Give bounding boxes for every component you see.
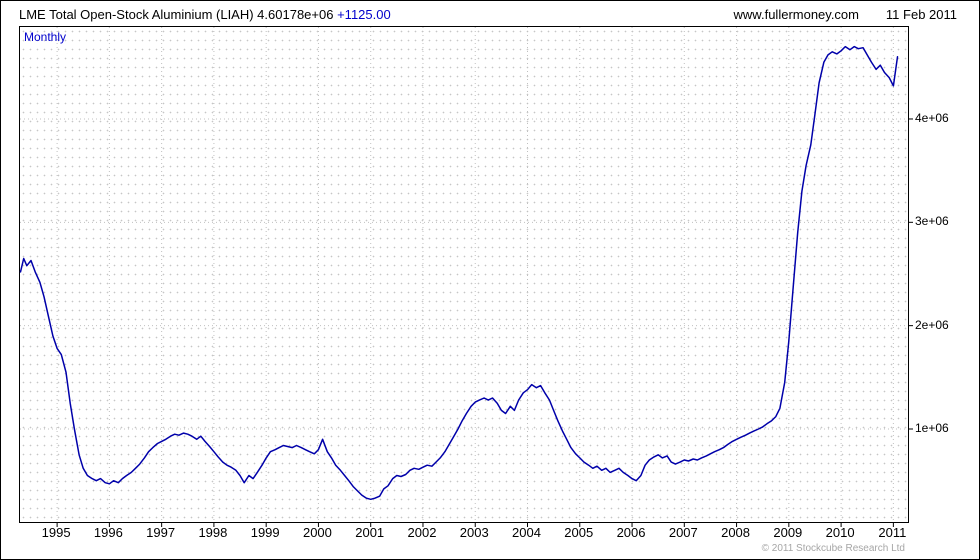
y-axis-label: 3e+06: [915, 214, 949, 229]
frequency-label: Monthly: [24, 30, 67, 44]
x-axis-label: 2000: [302, 525, 332, 540]
x-axis-label: 2001: [355, 525, 385, 540]
chart-title: LME Total Open-Stock Aluminium (LIAH) 4.…: [19, 7, 391, 22]
x-axis-label: 2007: [668, 525, 698, 540]
x-axis-label: 1996: [93, 525, 123, 540]
x-axis-label: 2009: [773, 525, 803, 540]
x-axis-label: 2008: [721, 525, 751, 540]
x-axis-label: 2011: [878, 525, 907, 540]
price-change-value: +1125.00: [337, 7, 391, 22]
copyright-text: © 2011 Stockcube Research Ltd: [761, 543, 905, 554]
website-link[interactable]: www.fullermoney.com: [733, 7, 859, 22]
x-axis-label: 2004: [512, 525, 541, 540]
y-axis-label: 4e+06: [915, 110, 949, 125]
price-line-chart: [19, 27, 913, 527]
plot-area: Monthly: [19, 26, 913, 527]
x-axis-label: 2006: [616, 525, 646, 540]
x-axis-label: 1995: [41, 525, 71, 540]
x-axis-label: 2010: [825, 525, 855, 540]
x-axis-label: 1997: [146, 525, 176, 540]
y-axis-label: 2e+06: [915, 317, 949, 332]
instrument-title-and-value: LME Total Open-Stock Aluminium (LIAH) 4.…: [19, 7, 334, 22]
x-axis-label: 1998: [198, 525, 228, 540]
x-axis-label: 2003: [459, 525, 489, 540]
y-axis-label: 1e+06: [915, 420, 949, 435]
x-axis-label: 2005: [564, 525, 594, 540]
x-axis-label: 2002: [407, 525, 437, 540]
x-axis-label: 1999: [250, 525, 280, 540]
chart-date: 11 Feb 2011: [885, 7, 957, 22]
